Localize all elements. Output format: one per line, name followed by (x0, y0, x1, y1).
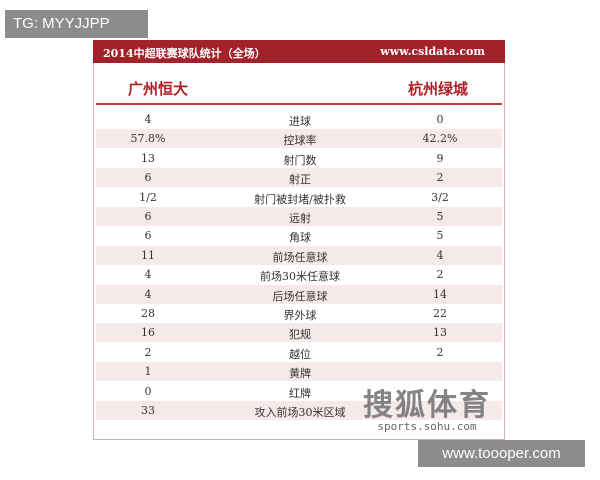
table-cell: 6 (144, 229, 152, 243)
table-cell: 33 (141, 404, 155, 417)
table-cell: 1/2 (139, 190, 157, 204)
table-cell: 57.8% (130, 132, 166, 146)
table-row: 57.8% 控球率 42.2% (96, 129, 502, 149)
table-row: 33 攻入前场30米区域 (96, 401, 502, 420)
table-cell: 犯规 (289, 328, 311, 342)
table-row: 4 进球 0 (96, 110, 502, 129)
table-cell: 黄牌 (289, 367, 311, 381)
table-cell: 进球 (289, 115, 311, 128)
table-cell: 6 (144, 171, 152, 185)
table-cell: 后场任意球 (272, 289, 328, 303)
table-cell: 4 (144, 287, 152, 301)
table-row: 6 远射 5 (96, 207, 502, 226)
table-cell: 射门数 (283, 153, 317, 167)
table-cell: 3/2 (431, 190, 449, 204)
team-home: 广州恒大 (128, 80, 189, 98)
table-cell: 5 (436, 229, 444, 243)
table-row: 2 越位 2 (96, 343, 502, 362)
table-row: 13 射门数 9 (96, 149, 502, 168)
table-row: 4 前场30米任意球 2 (96, 265, 502, 284)
table-row: 6 角球 5 (96, 226, 502, 245)
table-cell: 前场任意球 (272, 250, 328, 264)
header-site: www.csldata.com (380, 45, 485, 58)
logo-url: sports.sohu.com (377, 420, 477, 433)
table-cell: 角球 (289, 231, 311, 245)
table-row: 4 后场任意球 14 (96, 284, 502, 304)
table-row: 6 射正 2 (96, 168, 502, 188)
table-cell: 9 (436, 151, 444, 165)
table-cell: 攻入前场30米区域 (254, 406, 346, 419)
table-cell: 2 (436, 345, 444, 359)
table-cell: 16 (141, 326, 155, 340)
table-cell: 6 (144, 210, 152, 223)
watermark: www.toooper.com (418, 440, 585, 467)
table-cell: 0 (144, 384, 152, 398)
table-row: 11 前场任意球 4 (96, 245, 502, 265)
divider (96, 103, 502, 105)
table-cell: 控球率 (283, 134, 317, 148)
logo: 搜狐体育 sports.sohu.com (352, 380, 502, 433)
table-cell: 远射 (289, 212, 311, 225)
table-cell: 13 (141, 151, 155, 165)
watermark: TG: MYYJJPP (5, 10, 148, 38)
table-cell: 4 (436, 248, 444, 262)
table-cell: 5 (436, 210, 444, 223)
table-row: 16 犯规 13 (96, 323, 502, 343)
table-cell: 4 (144, 113, 152, 126)
table-cell: 14 (433, 287, 447, 301)
table-row: 1 黄牌 (96, 362, 502, 382)
table-cell: 射正 (289, 173, 311, 187)
team-away: 杭州绿城 (408, 80, 469, 98)
table-cell: 越位 (289, 347, 311, 361)
table-row: 0 红牌 (96, 382, 502, 401)
table-cell: 红牌 (289, 386, 311, 400)
table-cell: 22 (433, 307, 447, 320)
table-cell: 1 (144, 365, 152, 379)
table-cell: 界外球 (283, 309, 317, 322)
table-cell: 28 (141, 307, 155, 320)
table-row: 1/2 射门被封堵/被扑救 3/2 (96, 188, 502, 207)
table-cell: 2 (436, 268, 444, 282)
table-cell: 射门被封堵/被扑救 (254, 192, 346, 206)
table-header: 2014中超联赛球队统计（全场） www.csldata.com (93, 40, 505, 63)
table-cell: 0 (436, 113, 444, 126)
table-cell: 4 (144, 268, 152, 282)
table-cell: 11 (141, 248, 155, 262)
table-cell: 前场30米任意球 (260, 270, 340, 284)
table-cell: 13 (433, 326, 447, 340)
table-row: 28 界外球 22 (96, 304, 502, 323)
table-cell: 2 (436, 171, 444, 185)
table-cell: 2 (144, 345, 152, 359)
header-title: 2014中超联赛球队统计（全场） (103, 47, 266, 60)
logo-name: 搜狐体育 (363, 388, 491, 423)
table-cell: 42.2% (422, 132, 458, 146)
